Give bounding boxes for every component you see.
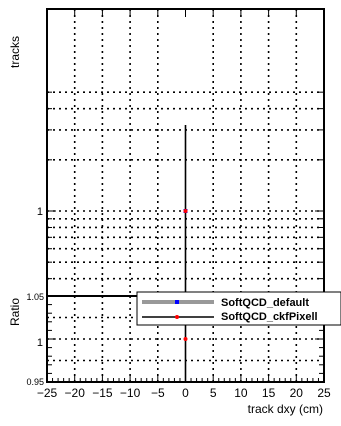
- main-y-tick-label: 1: [37, 206, 43, 218]
- legend: SoftQCD_default SoftQCD_ckfPixell: [136, 291, 341, 326]
- legend-entry-ckfpixell: SoftQCD_ckfPixell: [142, 311, 318, 323]
- x-tick-label: −5: [151, 386, 165, 400]
- ratio-plot-panel: Ratio 0.95 1 1.05 −25 −20 −15 −10 −5 0 5 10 15 20…: [8, 292, 331, 416]
- x-tick-label: 15: [262, 386, 276, 400]
- x-tick-label: 5: [210, 386, 217, 400]
- main-y-axis-label: tracks: [8, 36, 22, 68]
- x-tick-label: −15: [92, 386, 113, 400]
- ratio-y-axis-label: Ratio: [8, 298, 22, 326]
- main-data: [183, 125, 188, 296]
- x-tick-label: 10: [234, 386, 248, 400]
- legend-marker-default: [175, 300, 179, 304]
- x-tick-label: −25: [37, 386, 58, 400]
- main-plot-panel: tracks 1: [8, 8, 325, 297]
- x-tick-label: 0: [182, 386, 189, 400]
- legend-label-default: SoftQCD_default: [221, 297, 309, 309]
- main-point-ckfpixell: [183, 209, 188, 213]
- ratio-point-ckfpixell: [183, 337, 188, 341]
- x-axis-label: track dxy (cm): [248, 402, 323, 416]
- main-ticks: [46, 9, 325, 280]
- ratio-y-tick-label-mid: 1: [37, 337, 43, 349]
- ratio-y-tick-label-low: 0.95: [26, 377, 44, 387]
- x-tick-label: 25: [317, 386, 331, 400]
- legend-label-ckfpixell: SoftQCD_ckfPixell: [221, 311, 318, 323]
- x-tick-label: −20: [65, 386, 86, 400]
- legend-marker-ckfpixell: [175, 315, 179, 319]
- x-tick-labels: −25 −20 −15 −10 −5 0 5 10 15 20 25: [37, 386, 331, 400]
- legend-box: [136, 291, 341, 326]
- x-tick-label: 20: [290, 386, 304, 400]
- ratio-y-tick-label-high: 1.05: [26, 292, 44, 302]
- x-tick-label: −10: [120, 386, 141, 400]
- legend-entry-default: SoftQCD_default: [142, 297, 309, 309]
